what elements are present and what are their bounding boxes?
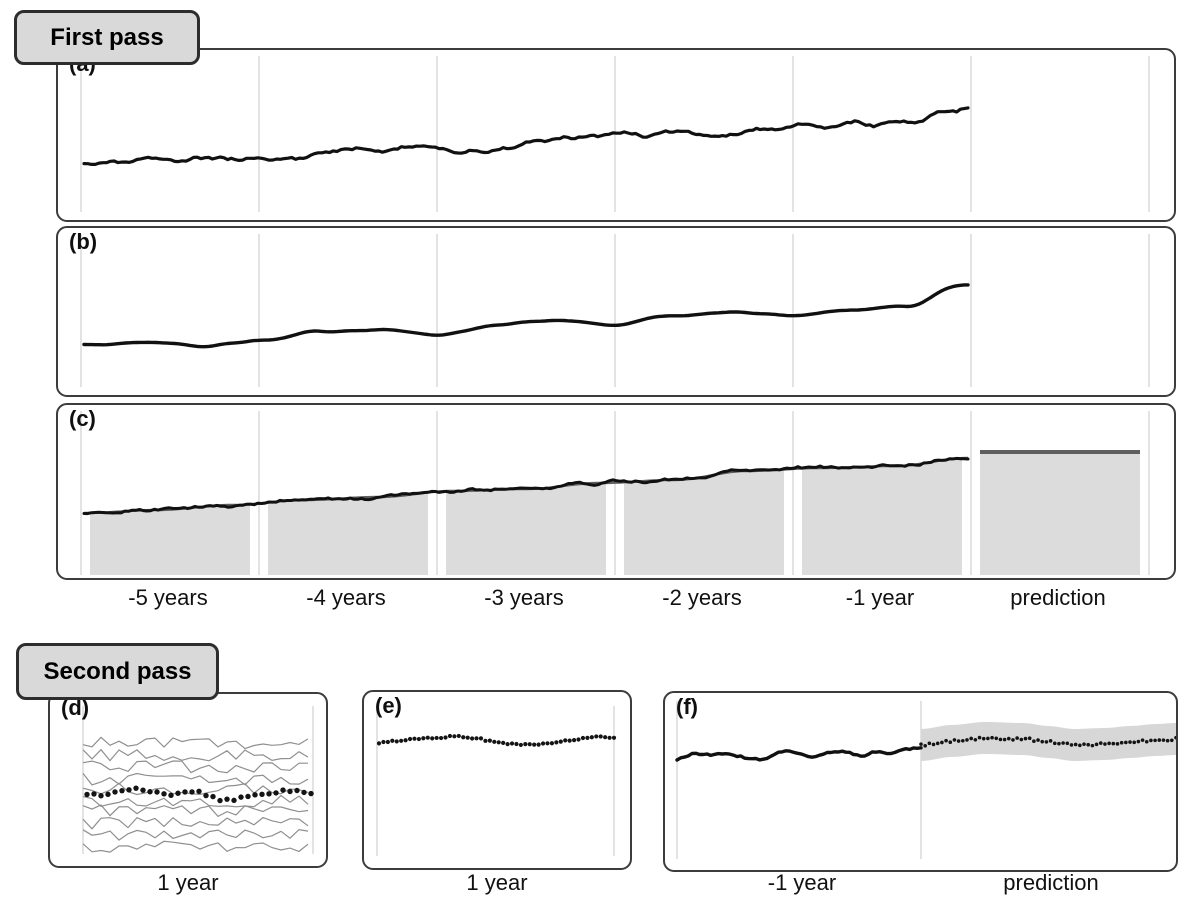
panel-f-letter: (f) bbox=[676, 694, 698, 719]
panel-b: (b) bbox=[56, 226, 1176, 397]
x-label-minus3: -3 years bbox=[484, 585, 564, 610]
panel-d-chart bbox=[82, 706, 314, 854]
panel-c-letter: (c) bbox=[69, 406, 96, 431]
panel-f-chart bbox=[675, 701, 1176, 859]
panel-e-chart bbox=[376, 706, 617, 856]
x-label-minus1: -1 year bbox=[845, 585, 915, 610]
first-pass-x-axis: -5 years -4 years -3 years -2 years -1 y… bbox=[79, 585, 1147, 613]
panel-a: (a) bbox=[56, 48, 1176, 222]
panel-d: (d) bbox=[48, 692, 328, 868]
panel-c: (c) bbox=[56, 403, 1176, 580]
x-label-minus5: -5 years bbox=[128, 585, 208, 610]
second-pass-label: Second pass bbox=[43, 657, 192, 685]
second-pass-badge: Second pass bbox=[16, 643, 219, 700]
panel-b-chart bbox=[80, 234, 1150, 387]
first-pass-badge: First pass bbox=[14, 10, 200, 65]
x-label-prediction: prediction bbox=[1010, 585, 1106, 610]
panel-e-letter: (e) bbox=[375, 693, 402, 718]
panel-f: (f) bbox=[663, 691, 1178, 872]
panel-e-axis-label: 1 year bbox=[466, 870, 528, 895]
panel-c-chart bbox=[80, 411, 1150, 575]
panel-f-axis-label-right: prediction bbox=[1003, 870, 1099, 895]
panel-a-chart bbox=[80, 56, 1150, 212]
panel-e: (e) bbox=[362, 690, 632, 870]
x-label-minus2: -2 years bbox=[662, 585, 742, 610]
first-pass-label: First pass bbox=[50, 23, 164, 51]
x-label-minus4: -4 years bbox=[306, 585, 386, 610]
panel-d-axis-label: 1 year bbox=[157, 870, 219, 895]
panel-b-letter: (b) bbox=[69, 229, 98, 254]
panel-f-axis-label-left: -1 year bbox=[767, 870, 837, 895]
